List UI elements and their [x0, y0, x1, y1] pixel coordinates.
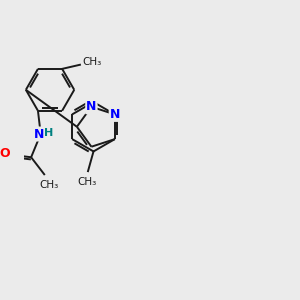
Text: O: O	[0, 147, 10, 160]
Text: N: N	[86, 100, 97, 113]
Text: CH₃: CH₃	[77, 177, 96, 187]
Text: CH₃: CH₃	[82, 57, 101, 67]
Text: N: N	[110, 108, 120, 121]
Text: H: H	[44, 128, 53, 138]
Text: N: N	[34, 128, 44, 140]
Text: CH₃: CH₃	[39, 181, 58, 190]
